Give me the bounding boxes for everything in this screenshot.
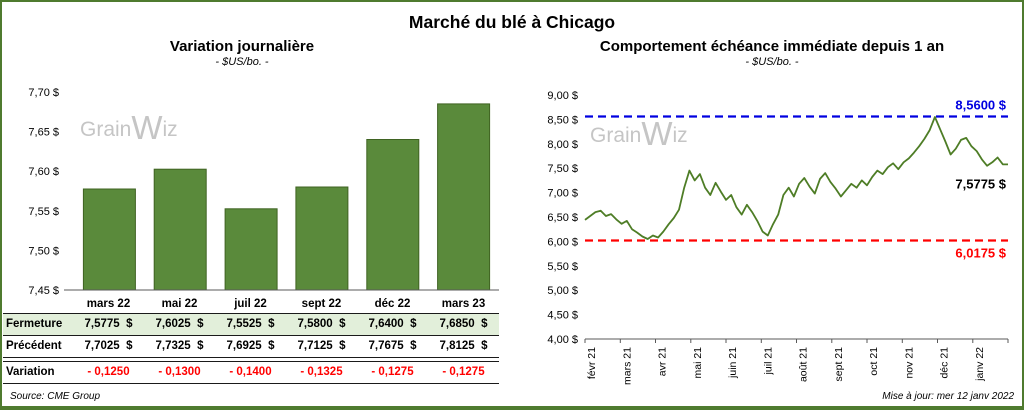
price-table: mars 22 mai 22 juil 22 sept 22 déc 22 ma…	[3, 295, 499, 384]
x-tick-label: nov 21	[903, 347, 915, 379]
table-cell: - 0,1400	[229, 366, 272, 378]
bar-chart-svg: GrainWiz 7,45 $ 7,50 $ 7,55 $ 7,60 $ 7,65 $ 7,…	[28, 87, 499, 297]
bar	[153, 168, 207, 291]
table-cell: 7,5775 $	[84, 318, 133, 330]
reference-line-label: 6,0175 $	[955, 246, 1006, 261]
table-cell: 7,7325 $	[155, 340, 204, 352]
y-tick-label: 8,50 $	[547, 114, 578, 126]
y-tick-label: 8,00 $	[547, 139, 578, 151]
column-header: juil 22	[234, 298, 267, 310]
row-label: Variation	[6, 366, 55, 378]
grainwiz-watermark: GrainWiz	[590, 115, 688, 152]
x-tick-label: oct 21	[868, 347, 880, 376]
update-note: Mise à jour: mer 12 janv 2022	[882, 391, 1014, 402]
bar	[82, 188, 136, 291]
table-cell: 7,7125 $	[297, 340, 346, 352]
x-tick-label: sept 21	[833, 347, 845, 382]
last-price-label: 7,5775 $	[955, 176, 1006, 191]
bar	[437, 103, 491, 291]
table-row-precedent: Précédent 7,7025 $ 7,7325 $ 7,6925 $ 7,7…	[3, 336, 499, 358]
right-panel-header: Comportement échéance immédiate depuis 1…	[522, 38, 1022, 68]
bar	[224, 208, 278, 291]
x-tick-label: mai 21	[692, 347, 704, 379]
bar	[295, 186, 349, 291]
y-tick-label: 7,45 $	[28, 285, 59, 297]
column-header: déc 22	[374, 298, 411, 310]
table-cell: 7,8125 $	[439, 340, 488, 352]
page-title: Marché du blé à Chicago	[408, 12, 616, 32]
table-cell: - 0,1250	[87, 366, 130, 378]
x-tick-label: juin 21	[727, 347, 739, 379]
y-tick-label: 7,65 $	[28, 127, 59, 139]
x-tick-label: juil 21	[762, 347, 774, 376]
y-tick-label: 4,50 $	[547, 310, 578, 322]
row-label: Fermeture	[6, 318, 63, 330]
price-line	[584, 116, 1009, 240]
grainwiz-watermark: GrainWiz	[80, 109, 178, 146]
y-tick-label: 7,50 $	[28, 245, 59, 257]
table-cell: 7,6850 $	[439, 318, 488, 330]
y-tick-label: 5,00 $	[547, 285, 578, 297]
table-row-fermeture: Fermeture 7,5775 $ 7,6025 $ 7,5525 $ 7,5…	[3, 313, 499, 336]
daily-variation-bar-chart: GrainWiz 7,45 $ 7,50 $ 7,55 $ 7,60 $ 7,65 $ 7,…	[2, 78, 512, 298]
column-header: mai 22	[161, 298, 198, 310]
left-chart-subtitle: - $US/bo. -	[215, 56, 269, 68]
table-cell: - 0,1275	[371, 366, 414, 378]
y-tick-label: 7,55 $	[28, 206, 59, 218]
table-cell: - 0,1325	[300, 366, 343, 378]
table-cell: 7,7675 $	[368, 340, 417, 352]
table-cell: 7,6925 $	[226, 340, 275, 352]
page-footer: Source: CME Group Mise à jour: mer 12 ja…	[2, 391, 1022, 402]
table-cell: 7,6025 $	[155, 318, 204, 330]
x-tick-label: août 21	[798, 347, 810, 382]
table-corner-cell	[3, 295, 73, 313]
left-panel-header: Variation journalière - $US/bo. -	[2, 38, 482, 68]
table-header-row: mars 22 mai 22 juil 22 sept 22 déc 22 ma…	[3, 295, 499, 313]
x-tick-label: janv 22	[974, 347, 986, 382]
y-tick-label: 5,50 $	[547, 261, 578, 273]
table-cell: - 0,1275	[442, 366, 485, 378]
x-tick-label: févr 21	[586, 347, 598, 379]
x-tick-label: déc 21	[939, 347, 951, 379]
row-label: Précédent	[6, 340, 62, 352]
table-row-variation: Variation - 0,1250 - 0,1300 - 0,1400 - 0…	[3, 361, 499, 384]
y-tick-label: 7,50 $	[547, 163, 578, 175]
y-tick-label: 6,50 $	[547, 212, 578, 224]
y-tick-label: 4,00 $	[547, 334, 578, 346]
column-header: mars 23	[441, 298, 486, 310]
line-chart-svg: GrainWiz 4,00 $ 4,50 $ 5,00 $ 5,50 $ 6,00 $ 6,…	[547, 90, 1009, 385]
left-chart-title: Variation journalière	[169, 38, 315, 55]
column-header: sept 22	[301, 298, 342, 310]
right-chart-subtitle: - $US/bo. -	[745, 56, 799, 68]
y-tick-label: 6,00 $	[547, 236, 578, 248]
x-tick-label: mars 21	[621, 347, 633, 385]
y-tick-label: 7,70 $	[28, 87, 59, 99]
y-tick-label: 7,00 $	[547, 188, 578, 200]
one-year-line-chart: GrainWiz 4,00 $ 4,50 $ 5,00 $ 5,50 $ 6,00 $ 6,…	[520, 86, 1022, 398]
bar	[366, 139, 420, 291]
right-chart-title: Comportement échéance immédiate depuis 1…	[599, 38, 945, 55]
y-tick-label: 7,60 $	[28, 166, 59, 178]
column-header: mars 22	[86, 298, 131, 310]
reference-line-label: 8,5600 $	[955, 98, 1006, 113]
x-tick-label: avr 21	[657, 347, 669, 376]
source-note: Source: CME Group	[10, 391, 101, 402]
y-tick-label: 9,00 $	[547, 90, 578, 102]
table-cell: 7,5800 $	[297, 318, 346, 330]
table-cell: 7,5525 $	[226, 318, 275, 330]
table-cell: - 0,1300	[158, 366, 201, 378]
table-cell: 7,6400 $	[368, 318, 417, 330]
table-cell: 7,7025 $	[84, 340, 133, 352]
